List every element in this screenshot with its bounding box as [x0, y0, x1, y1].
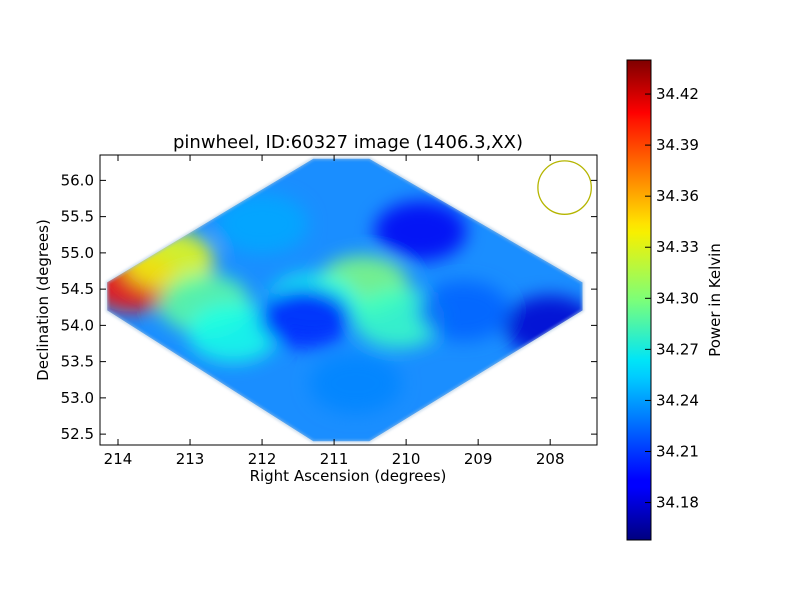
colorbar-tick-label: 34.42	[656, 85, 699, 103]
heatmap-feature	[374, 201, 467, 262]
colorbar-tick-label: 34.27	[656, 340, 699, 358]
axes-frame	[99, 154, 598, 446]
y-tick-label: 55.0	[61, 244, 94, 262]
colorbar-tick-label: 34.30	[656, 289, 699, 307]
y-tick-label: 53.5	[61, 353, 94, 371]
heatmap	[107, 158, 583, 442]
plot-area	[105, 157, 585, 443]
y-tick-label: 54.0	[61, 316, 94, 334]
colorbar	[626, 59, 652, 541]
y-tick-label: 55.5	[61, 208, 94, 226]
map-region-edge	[105, 157, 585, 443]
colorbar-tick-label: 34.36	[656, 187, 699, 205]
y-axis-label: Declination (degrees)	[34, 219, 52, 381]
heatmap-feature	[259, 288, 352, 349]
colorbar-axis: 34.18 34.21 34.24 34.27 34.30 34.33 34.36 34.39…	[645, 85, 699, 512]
x-tick-label: 211	[320, 450, 349, 468]
y-axis: 52.5 53.0 53.5 54.0 54.5 55.0 55.5 56.0	[61, 171, 597, 443]
heatmap-feature	[309, 353, 402, 414]
y-tick-label: 52.5	[61, 425, 94, 443]
x-tick-label: 209	[464, 450, 493, 468]
x-tick-label: 212	[248, 450, 277, 468]
heatmap-feature	[216, 193, 309, 254]
colorbar-tick-label: 34.24	[656, 391, 699, 409]
colorbar-tick-label: 34.39	[656, 136, 699, 154]
y-tick-label: 54.5	[61, 280, 94, 298]
x-tick-label: 213	[176, 450, 205, 468]
heatmap-feature	[417, 280, 510, 341]
colorbar-tick-label: 34.18	[656, 494, 699, 512]
y-tick-label: 53.0	[61, 389, 94, 407]
x-axis: 214 213 212 211 210 209 208	[104, 155, 565, 468]
x-tick-label: 214	[104, 450, 133, 468]
chart-title: pinwheel, ID:60327 image (1406.3,XX)	[173, 132, 523, 153]
x-tick-label: 210	[392, 450, 421, 468]
heatmap-feature	[187, 302, 280, 363]
colorbar-tick-label: 34.33	[656, 238, 699, 256]
colorbar-tick-label: 34.21	[656, 442, 699, 460]
x-axis-label: Right Ascension (degrees)	[250, 467, 447, 485]
x-tick-label: 208	[536, 450, 565, 468]
colorbar-label: Power in Kelvin	[706, 243, 724, 357]
y-tick-label: 56.0	[61, 171, 94, 189]
beam-marker	[537, 160, 592, 215]
